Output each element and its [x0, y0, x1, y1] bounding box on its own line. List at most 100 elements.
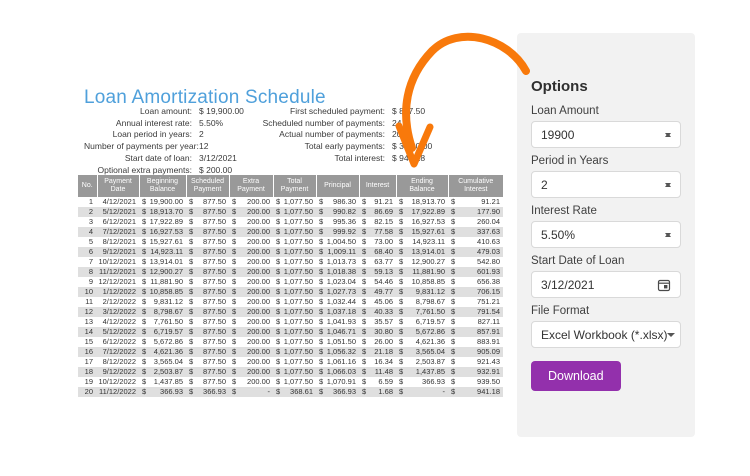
dollar-sign: $: [362, 317, 367, 326]
amount: 877.50: [203, 247, 226, 256]
file-format-input[interactable]: Excel Workbook (*.xlsx): [531, 321, 681, 348]
amount: 877.50: [203, 347, 226, 356]
cell-ending-balance: $3,565.04: [396, 347, 448, 357]
dollar-sign: $: [399, 237, 404, 246]
dollar-sign: $: [319, 277, 324, 286]
cell-extra-payment: $200.00: [229, 357, 273, 367]
cell-no: 14: [84, 327, 93, 336]
start-date-of-loan-label: Start Date of Loan: [531, 255, 625, 267]
amount: 877.50: [203, 257, 226, 266]
accounting-value: $410.63: [448, 237, 503, 247]
amount: 877.50: [203, 367, 226, 376]
accounting-value: $18,913.70: [396, 197, 448, 207]
cell-scheduled-payment: $877.50: [186, 367, 229, 377]
amount: 18,913.70: [411, 197, 445, 206]
amount: 995.36: [333, 217, 356, 226]
accounting-value: $877.50: [186, 277, 229, 287]
table-header-row: No. Payment Date Beginning Balance Schedule…: [78, 175, 503, 197]
dollar-sign: $: [232, 197, 237, 206]
amount: 200.00: [247, 267, 270, 276]
accounting-value: $932.91: [448, 367, 503, 377]
amount: 366.93: [160, 387, 183, 396]
field-file-format: File Format Excel Workbook (*.xlsx): [531, 305, 681, 348]
spin-up-button[interactable]: [665, 218, 671, 237]
amount: 368.61: [290, 387, 313, 396]
dollar-sign: $: [451, 297, 456, 306]
amount: 200.00: [247, 287, 270, 296]
accounting-value: $1,056.32: [316, 347, 359, 357]
amount: 939.50: [477, 377, 500, 386]
amount: 1,077.50: [283, 227, 313, 236]
period-in-years-input[interactable]: 2: [531, 168, 681, 201]
accounting-value: $1,009.11: [316, 247, 359, 257]
amount: 12,900.27: [149, 267, 183, 276]
spin-down-button[interactable]: [665, 232, 671, 251]
cell-scheduled-payment: $877.50: [186, 217, 229, 227]
summary-label: Number of payments per year:: [84, 141, 199, 152]
accounting-value: $1,437.85: [396, 367, 448, 377]
dollar-sign: $: [142, 217, 147, 226]
amount: 73.00: [374, 237, 393, 246]
calendar-icon[interactable]: [657, 278, 671, 292]
cell-principal: $1,070.91: [316, 377, 359, 387]
table-row: 18 9/12/2022 $2,503.87 $877.50 $200.00 $1,077…: [78, 367, 503, 377]
accounting-value: $366.93: [396, 377, 448, 387]
column-header-payment-date: Payment Date: [97, 175, 140, 197]
amount: 8,798.67: [415, 297, 445, 306]
period-in-years-value: 2: [541, 177, 548, 192]
download-button[interactable]: Download: [531, 361, 621, 391]
dollar-sign: $: [362, 337, 367, 346]
cell-beginning-balance: $12,900.27: [139, 267, 186, 277]
amount: 91.21: [481, 197, 500, 206]
stepper-buttons: [665, 118, 671, 151]
summary-line: Scheduled number of payments: 24: [252, 118, 432, 130]
cell-principal: $1,056.32: [316, 347, 359, 357]
table-row: 11 2/12/2022 $9,831.12 $877.50 $200.00 $1,077…: [78, 297, 503, 307]
cell-cumulative-interest: $601.93: [448, 267, 503, 277]
amount: 1,061.16: [326, 357, 356, 366]
amount: 200.00: [247, 227, 270, 236]
cell-interest: $6.59: [359, 377, 396, 387]
accounting-value: $877.50: [186, 287, 229, 297]
column-header-principal: Principal: [316, 175, 360, 197]
options-panel: Options Loan Amount 19900 Period in Years 2…: [517, 33, 695, 437]
accounting-value: $877.50: [186, 237, 229, 247]
cell-interest: $49.77: [359, 287, 396, 297]
start-date-of-loan-input[interactable]: 3/12/2021: [531, 271, 681, 298]
table-row: 7 10/12/2021 $13,914.01 $877.50 $200.00 $1,07…: [78, 257, 503, 267]
cell-cumulative-interest: $791.54: [448, 307, 503, 317]
accounting-value: $877.50: [186, 337, 229, 347]
dollar-sign: $: [232, 207, 237, 216]
loan-amount-input[interactable]: 19900: [531, 118, 681, 151]
interest-rate-input[interactable]: 5.50%: [531, 218, 681, 251]
dollar-sign: $: [189, 367, 194, 376]
amount: 17,922.89: [149, 217, 183, 226]
accounting-value: $990.82: [316, 207, 359, 217]
dollar-sign: $: [232, 217, 237, 226]
spin-up-button[interactable]: [665, 168, 671, 187]
spin-up-button[interactable]: [665, 118, 671, 137]
dollar-sign: $: [232, 287, 237, 296]
cell-principal: $999.92: [316, 227, 359, 237]
chevron-down-icon[interactable]: [667, 332, 676, 337]
cell-beginning-balance: $4,621.36: [139, 347, 186, 357]
accounting-value: $905.09: [448, 347, 503, 357]
accounting-value: $1,061.16: [316, 357, 359, 367]
cell-ending-balance: $15,927.61: [396, 227, 448, 237]
cell-ending-balance: $6,719.57: [396, 317, 448, 327]
accounting-value: $3,565.04: [139, 357, 186, 367]
amount: 200.00: [247, 307, 270, 316]
spin-down-button[interactable]: [665, 132, 671, 151]
dollar-sign: $: [451, 387, 456, 396]
amount: 6,719.57: [153, 327, 183, 336]
accounting-value: $366.93: [316, 387, 359, 397]
cell-principal: $1,061.16: [316, 357, 359, 367]
dollar-sign: $: [232, 227, 237, 236]
dollar-sign: $: [451, 267, 456, 276]
spin-down-button[interactable]: [665, 182, 671, 201]
amount: 8,798.67: [153, 307, 183, 316]
accounting-value: $1,077.50: [273, 227, 316, 237]
cell-cumulative-interest: $751.21: [448, 297, 503, 307]
cell-payment-date: 8/12/2021: [102, 237, 136, 246]
accounting-value: $13,914.01: [396, 247, 448, 257]
